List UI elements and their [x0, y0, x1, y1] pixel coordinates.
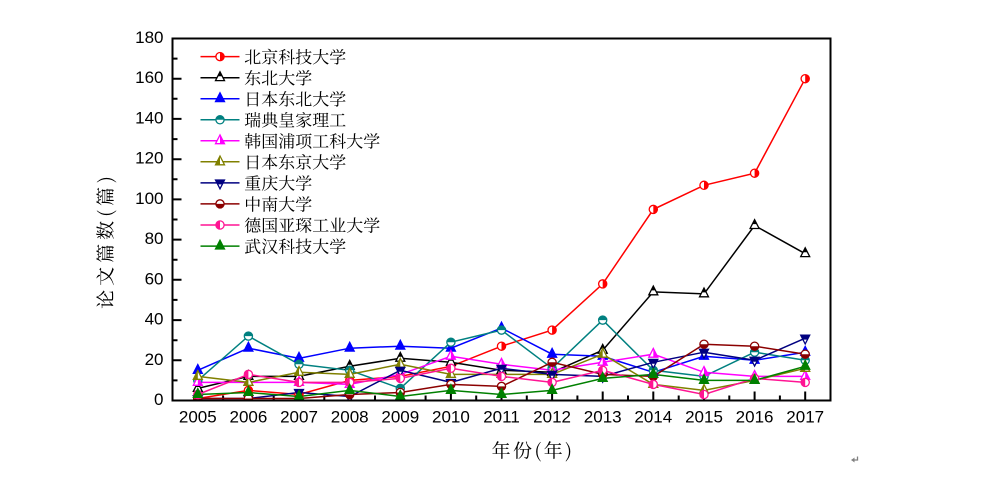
svg-text:2006: 2006 — [229, 408, 267, 427]
svg-text:2011: 2011 — [483, 408, 520, 427]
svg-text:0: 0 — [154, 390, 163, 409]
svg-text:2008: 2008 — [331, 408, 369, 427]
svg-text:2013: 2013 — [584, 408, 622, 427]
svg-text:2010: 2010 — [432, 408, 470, 427]
svg-text:80: 80 — [145, 229, 164, 248]
svg-text:2016: 2016 — [736, 408, 774, 427]
svg-text:2017: 2017 — [786, 408, 824, 427]
svg-text:2014: 2014 — [634, 408, 672, 427]
svg-text:2015: 2015 — [685, 408, 723, 427]
svg-text:140: 140 — [135, 108, 163, 127]
svg-text:2012: 2012 — [533, 408, 571, 427]
svg-text:20: 20 — [145, 350, 164, 369]
svg-text:2005: 2005 — [179, 408, 217, 427]
svg-text:180: 180 — [135, 28, 163, 47]
svg-text:2009: 2009 — [381, 408, 419, 427]
svg-text:160: 160 — [135, 68, 163, 87]
svg-text:120: 120 — [135, 149, 163, 168]
svg-text:100: 100 — [135, 189, 163, 208]
svg-text:40: 40 — [145, 310, 164, 329]
svg-text:60: 60 — [145, 269, 164, 288]
svg-text:2007: 2007 — [280, 408, 318, 427]
